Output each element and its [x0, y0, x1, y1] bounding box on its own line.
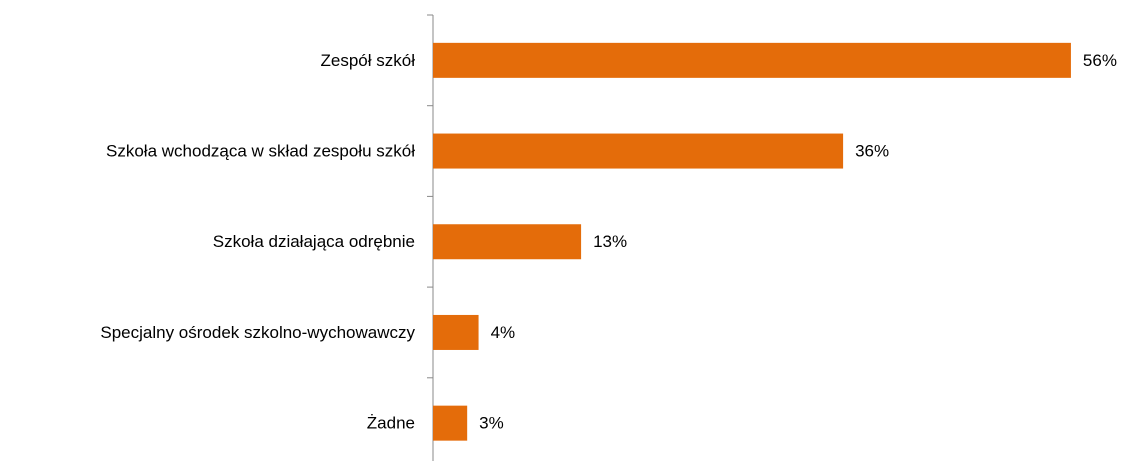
bar [433, 405, 468, 441]
value-label: 36% [855, 142, 889, 161]
value-label: 13% [593, 232, 627, 251]
category-label: Zespół szkół [321, 51, 416, 70]
category-label: Szkoła działająca odrębnie [213, 232, 415, 251]
bar [433, 224, 582, 260]
bar [433, 133, 844, 169]
value-label: 3% [479, 414, 504, 433]
category-label: Żadne [367, 414, 415, 433]
bar [433, 314, 479, 350]
value-label: 4% [491, 323, 516, 342]
value-label: 56% [1083, 51, 1117, 70]
bar [433, 42, 1071, 78]
category-label: Szkoła wchodząca w skład zespołu szkół [106, 142, 415, 161]
category-label: Specjalny ośrodek szkolno-wychowawczy [100, 323, 415, 342]
